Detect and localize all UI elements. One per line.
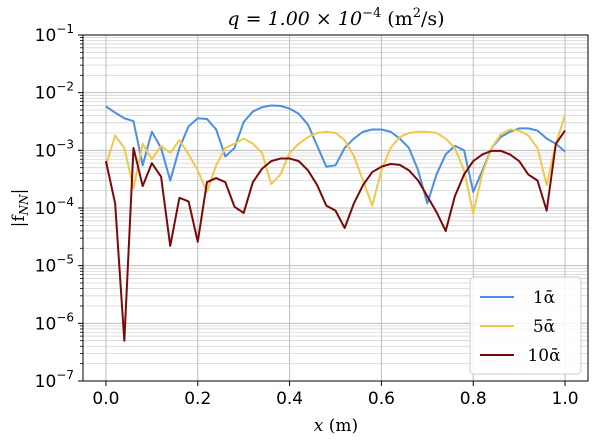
y-tick-label: 10−7 — [35, 368, 74, 392]
chart-title: q = 1.00 × 10−4 (m2/s) — [227, 6, 444, 30]
x-tick-label: 0.8 — [460, 389, 487, 409]
x-axis-ticks: 0.0 0.2 0.4 0.6 0.8 1.0 — [92, 381, 579, 409]
x-tick-label: 0.4 — [276, 389, 303, 409]
legend-label-0: 1ᾱ — [533, 288, 556, 308]
series-lines — [104, 104, 567, 342]
x-tick-label: 1.0 — [552, 389, 579, 409]
legend-label-1: 5ᾱ — [533, 317, 556, 337]
series-line-2 — [104, 130, 566, 342]
x-axis-label: x (m) — [314, 416, 358, 436]
y-tick-label: 10−5 — [35, 253, 74, 277]
y-tick-label: 10−6 — [35, 310, 74, 334]
legend-box — [469, 276, 582, 375]
y-tick-label: 10−1 — [35, 22, 74, 46]
x-tick-label: 0.6 — [368, 389, 395, 409]
legend: 1ᾱ 5ᾱ 10ᾱ — [469, 276, 582, 375]
y-axis-label: |fNN| — [9, 189, 31, 228]
y-tick-label: 10−4 — [35, 195, 74, 219]
x-tick-label: 0.0 — [92, 389, 119, 409]
legend-label-2: 10ᾱ — [527, 346, 561, 366]
series-line-1 — [104, 114, 567, 215]
y-tick-label: 10−3 — [35, 137, 74, 161]
x-tick-label: 0.2 — [184, 389, 211, 409]
y-tick-label: 10−2 — [35, 80, 74, 104]
y-axis-ticks: 10−7 10−6 10−5 10−4 10−3 10−2 10−1 — [35, 22, 83, 392]
